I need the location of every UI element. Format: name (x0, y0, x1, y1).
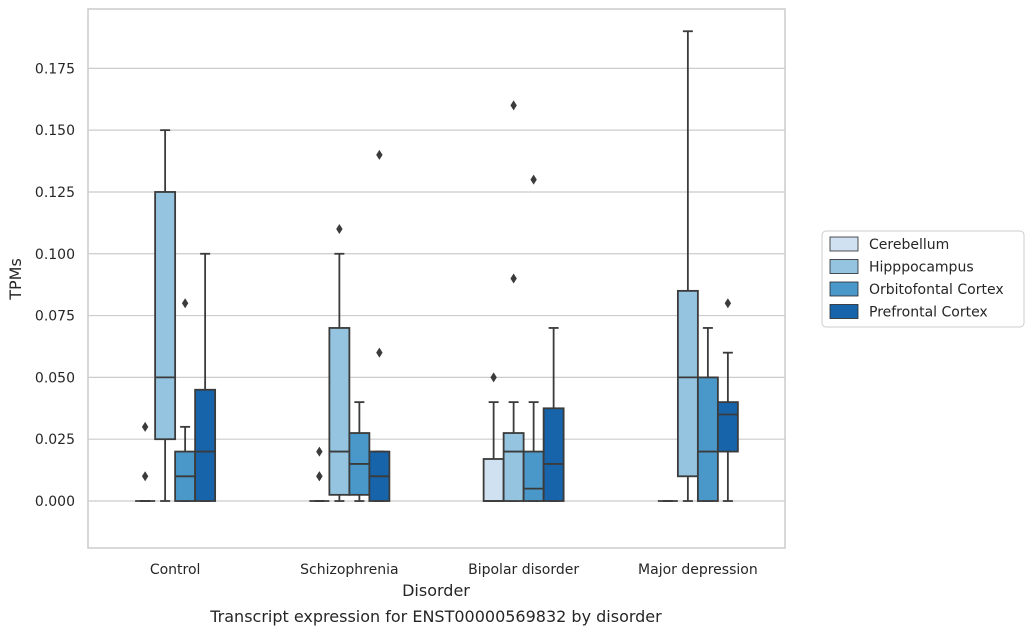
box-3-1 (368, 149, 391, 502)
box-body (482, 458, 505, 502)
y-tick-labels: 0.000 0.025 0.050 0.075 0.100 0.125 0.150 0.175 (35, 61, 75, 510)
legend-swatch (829, 236, 859, 252)
x-tick-label: Schizophrenia (300, 562, 398, 578)
x-axis-label: Disorder (402, 581, 470, 600)
x-tick-label: Major depression (638, 562, 758, 578)
legend-label: Prefrontal Cortex (869, 305, 988, 321)
y-tick-label: 0.000 (35, 494, 75, 510)
outlier-point (376, 149, 383, 160)
outlier-point (141, 421, 149, 432)
box-1-3 (676, 30, 699, 502)
legend-frame (821, 230, 1025, 328)
outlier-point (530, 174, 537, 185)
x-tick-label: Control (150, 562, 201, 578)
box-3-3 (716, 298, 739, 502)
legend-label: Cerebellum (869, 237, 949, 253)
box-body (716, 401, 739, 453)
y-tick-label: 0.125 (35, 185, 75, 201)
outlier-point (316, 471, 323, 482)
box-body (542, 407, 565, 502)
legend-label: Orbitofontal Cortex (869, 282, 1004, 298)
box-body (154, 191, 177, 441)
box-3-2 (542, 327, 565, 502)
box-1-0 (154, 129, 177, 502)
chart-caption: Transcript expression for ENST0000056983… (209, 607, 662, 626)
y-tick-label: 0.175 (35, 61, 75, 77)
box-0-0 (135, 421, 156, 502)
box-body (194, 388, 217, 502)
box-body (502, 432, 525, 502)
y-tick-label: 0.050 (35, 370, 75, 386)
outlier-point (724, 298, 732, 309)
outlier-point (510, 100, 517, 111)
outlier-point (510, 273, 517, 284)
box-3-0 (194, 252, 217, 502)
outlier-point (141, 471, 149, 482)
outlier-point (316, 446, 323, 457)
box-1-2 (502, 100, 525, 502)
box-body (328, 327, 351, 496)
box-body (696, 376, 719, 502)
outlier-point (376, 347, 383, 358)
box-body (522, 450, 545, 502)
legend-label: Hipppocampus (869, 260, 974, 276)
legend-swatch (829, 281, 859, 297)
legend: Cerebellum Hipppocampus Orbitofontal Corte… (821, 230, 1025, 328)
x-tick-label: Bipolar disorder (468, 562, 579, 578)
legend-swatch (829, 259, 859, 274)
box-0-2 (482, 372, 505, 502)
box-1-1 (328, 224, 351, 502)
box-2-0 (174, 298, 197, 502)
outlier-point (336, 224, 343, 235)
box-0-1 (309, 446, 330, 502)
y-axis-label: TPMs (6, 258, 25, 301)
y-tick-label: 0.150 (35, 123, 75, 139)
box-body (676, 289, 699, 478)
y-tick-label: 0.025 (35, 432, 75, 448)
outlier-point (490, 372, 497, 383)
y-tick-label: 0.075 (35, 309, 75, 325)
boxes-layer (135, 30, 739, 502)
y-tick-label: 0.100 (35, 247, 75, 263)
box-2-2 (522, 174, 545, 502)
box-2-3 (696, 327, 719, 502)
outlier-point (181, 298, 189, 309)
legend-swatch (829, 304, 859, 319)
x-tick-labels: Control Schizophrenia Bipolar disorder Majo… (150, 562, 758, 578)
plot-frame (87, 8, 786, 549)
